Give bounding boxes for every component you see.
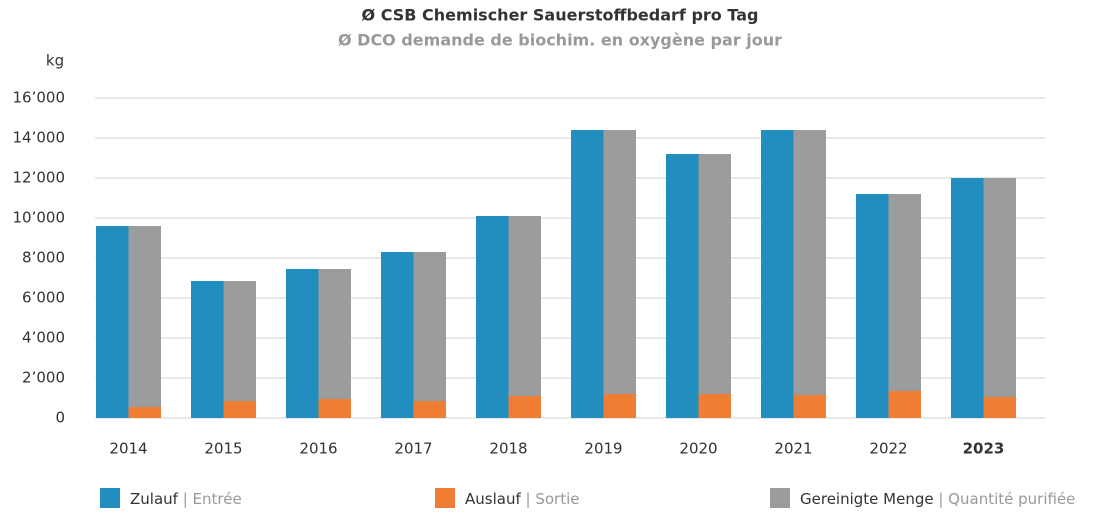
chart-title: Ø CSB Chemischer Sauerstoffbedarf pro Ta… [362, 6, 759, 25]
bar [983, 178, 1016, 397]
x-tick-label: 2022 [869, 440, 907, 458]
bar [413, 252, 446, 401]
y-tick-label: 2’000 [22, 369, 65, 387]
legend-label: Gereinigte Menge | Quantité purifiée [800, 490, 1075, 508]
y-tick-label: 16’000 [13, 89, 66, 107]
bar [698, 154, 731, 394]
y-tick-label: 4’000 [22, 329, 65, 347]
bar [698, 394, 731, 418]
legend-swatch [435, 488, 455, 508]
bar [983, 397, 1016, 418]
y-tick-label: 8’000 [22, 249, 65, 267]
bar [603, 394, 636, 418]
bar [508, 216, 541, 396]
bar [793, 130, 826, 395]
x-tick-label: 2019 [584, 440, 622, 458]
chart-subtitle: Ø DCO demande de biochim. en oxygène par… [338, 31, 782, 50]
bar [951, 178, 984, 418]
bar [223, 401, 256, 418]
bar [666, 154, 699, 418]
x-tick-label: 2023 [963, 440, 1005, 458]
y-tick-label: 6’000 [22, 289, 65, 307]
x-tick-label: 2020 [679, 440, 717, 458]
legend-label: Zulauf | Entrée [130, 490, 242, 508]
legend-swatch [100, 488, 120, 508]
bar [223, 281, 256, 401]
x-tick-label: 2014 [109, 440, 147, 458]
bar [286, 269, 319, 418]
bar [191, 281, 224, 418]
legend-swatch [770, 488, 790, 508]
bar [888, 194, 921, 391]
y-tick-label: 12’000 [13, 169, 66, 187]
bar [856, 194, 889, 418]
bar [761, 130, 794, 418]
x-tick-label: 2015 [204, 440, 242, 458]
bar [508, 396, 541, 418]
legend-label: Auslauf | Sortie [465, 490, 579, 508]
y-axis-label: kg [46, 52, 64, 70]
bar [413, 401, 446, 418]
y-tick-label: 14’000 [13, 129, 66, 147]
bar [128, 226, 161, 407]
x-tick-label: 2017 [394, 440, 432, 458]
bar [381, 252, 414, 418]
bar [476, 216, 509, 418]
bar [571, 130, 604, 418]
bar [318, 269, 351, 399]
bar [128, 407, 161, 418]
bar [793, 395, 826, 418]
bar [888, 391, 921, 418]
y-tick-label: 10’000 [13, 209, 66, 227]
x-tick-label: 2018 [489, 440, 527, 458]
bar [96, 226, 129, 418]
bar [603, 130, 636, 394]
bar [318, 399, 351, 418]
x-tick-label: 2021 [774, 440, 812, 458]
x-tick-label: 2016 [299, 440, 337, 458]
y-tick-label: 0 [55, 409, 65, 427]
